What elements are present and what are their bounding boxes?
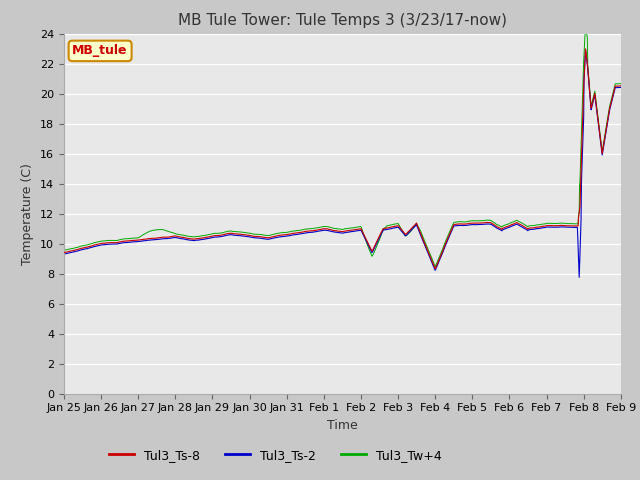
Tul3_Ts-2 [617,84,625,90]
Title: MB Tule Tower: Tule Temps 3 (3/23/17-now): MB Tule Tower: Tule Temps 3 (3/23/17-now… [178,13,507,28]
Tul3_Ts-8 [582,46,589,52]
Tul3_Ts-8 [60,250,68,255]
Tul3_Ts-8 [318,227,326,232]
Tul3_Tw+4 [103,238,111,243]
Tul3_Ts-8 [296,229,304,235]
Tul3_Ts-8 [103,240,111,246]
Line: Tul3_Tw+4: Tul3_Tw+4 [64,34,621,266]
Tul3_Tw+4 [318,224,326,230]
Tul3_Ts-8 [126,238,134,244]
Line: Tul3_Ts-8: Tul3_Ts-8 [64,49,621,269]
Tul3_Tw+4 [296,228,304,233]
Tul3_Ts-2 [575,275,583,280]
Legend: Tul3_Ts-8, Tul3_Ts-2, Tul3_Tw+4: Tul3_Ts-8, Tul3_Ts-2, Tul3_Tw+4 [104,444,447,467]
Tul3_Ts-8 [308,228,316,234]
Tul3_Ts-2 [318,228,326,234]
Tul3_Ts-2 [308,229,316,235]
Tul3_Ts-2 [377,232,385,238]
Tul3_Tw+4 [60,247,68,253]
Tul3_Tw+4 [126,236,134,241]
Line: Tul3_Ts-2: Tul3_Ts-2 [64,50,621,277]
Tul3_Ts-2 [582,48,589,53]
Tul3_Ts-2 [296,231,304,237]
Tul3_Tw+4 [617,81,625,86]
Tul3_Ts-8 [431,266,439,272]
Tul3_Ts-8 [617,83,625,89]
Text: MB_tule: MB_tule [72,44,128,58]
Y-axis label: Temperature (C): Temperature (C) [22,163,35,264]
Tul3_Ts-2 [103,241,111,247]
Tul3_Ts-8 [377,230,385,236]
Tul3_Tw+4 [581,31,589,36]
X-axis label: Time: Time [327,419,358,432]
Tul3_Ts-2 [60,251,68,257]
Tul3_Tw+4 [377,233,385,239]
Tul3_Ts-2 [126,240,134,245]
Tul3_Tw+4 [431,264,439,269]
Tul3_Tw+4 [308,226,316,231]
